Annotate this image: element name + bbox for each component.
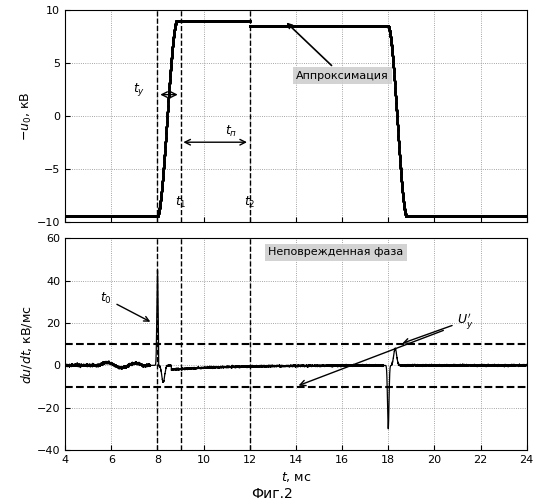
Text: $t_2$: $t_2$ — [244, 194, 256, 210]
Text: $U_y'$: $U_y'$ — [404, 310, 474, 344]
Text: Фиг.2: Фиг.2 — [251, 486, 292, 500]
Text: $t_1$: $t_1$ — [175, 194, 186, 210]
Text: Аппроксимация: Аппроксимация — [288, 24, 389, 80]
Y-axis label: $-u_0$, кВ: $-u_0$, кВ — [19, 91, 34, 140]
Y-axis label: $du/dt$, кВ/мс: $du/dt$, кВ/мс — [19, 305, 34, 384]
X-axis label: $t$, мс: $t$, мс — [281, 470, 311, 484]
Text: $t_0$: $t_0$ — [100, 291, 149, 321]
Text: Неповрежденная фаза: Неповрежденная фаза — [268, 248, 403, 258]
Text: $t_п$: $t_п$ — [225, 124, 237, 139]
Text: $t_y$: $t_y$ — [133, 80, 145, 98]
